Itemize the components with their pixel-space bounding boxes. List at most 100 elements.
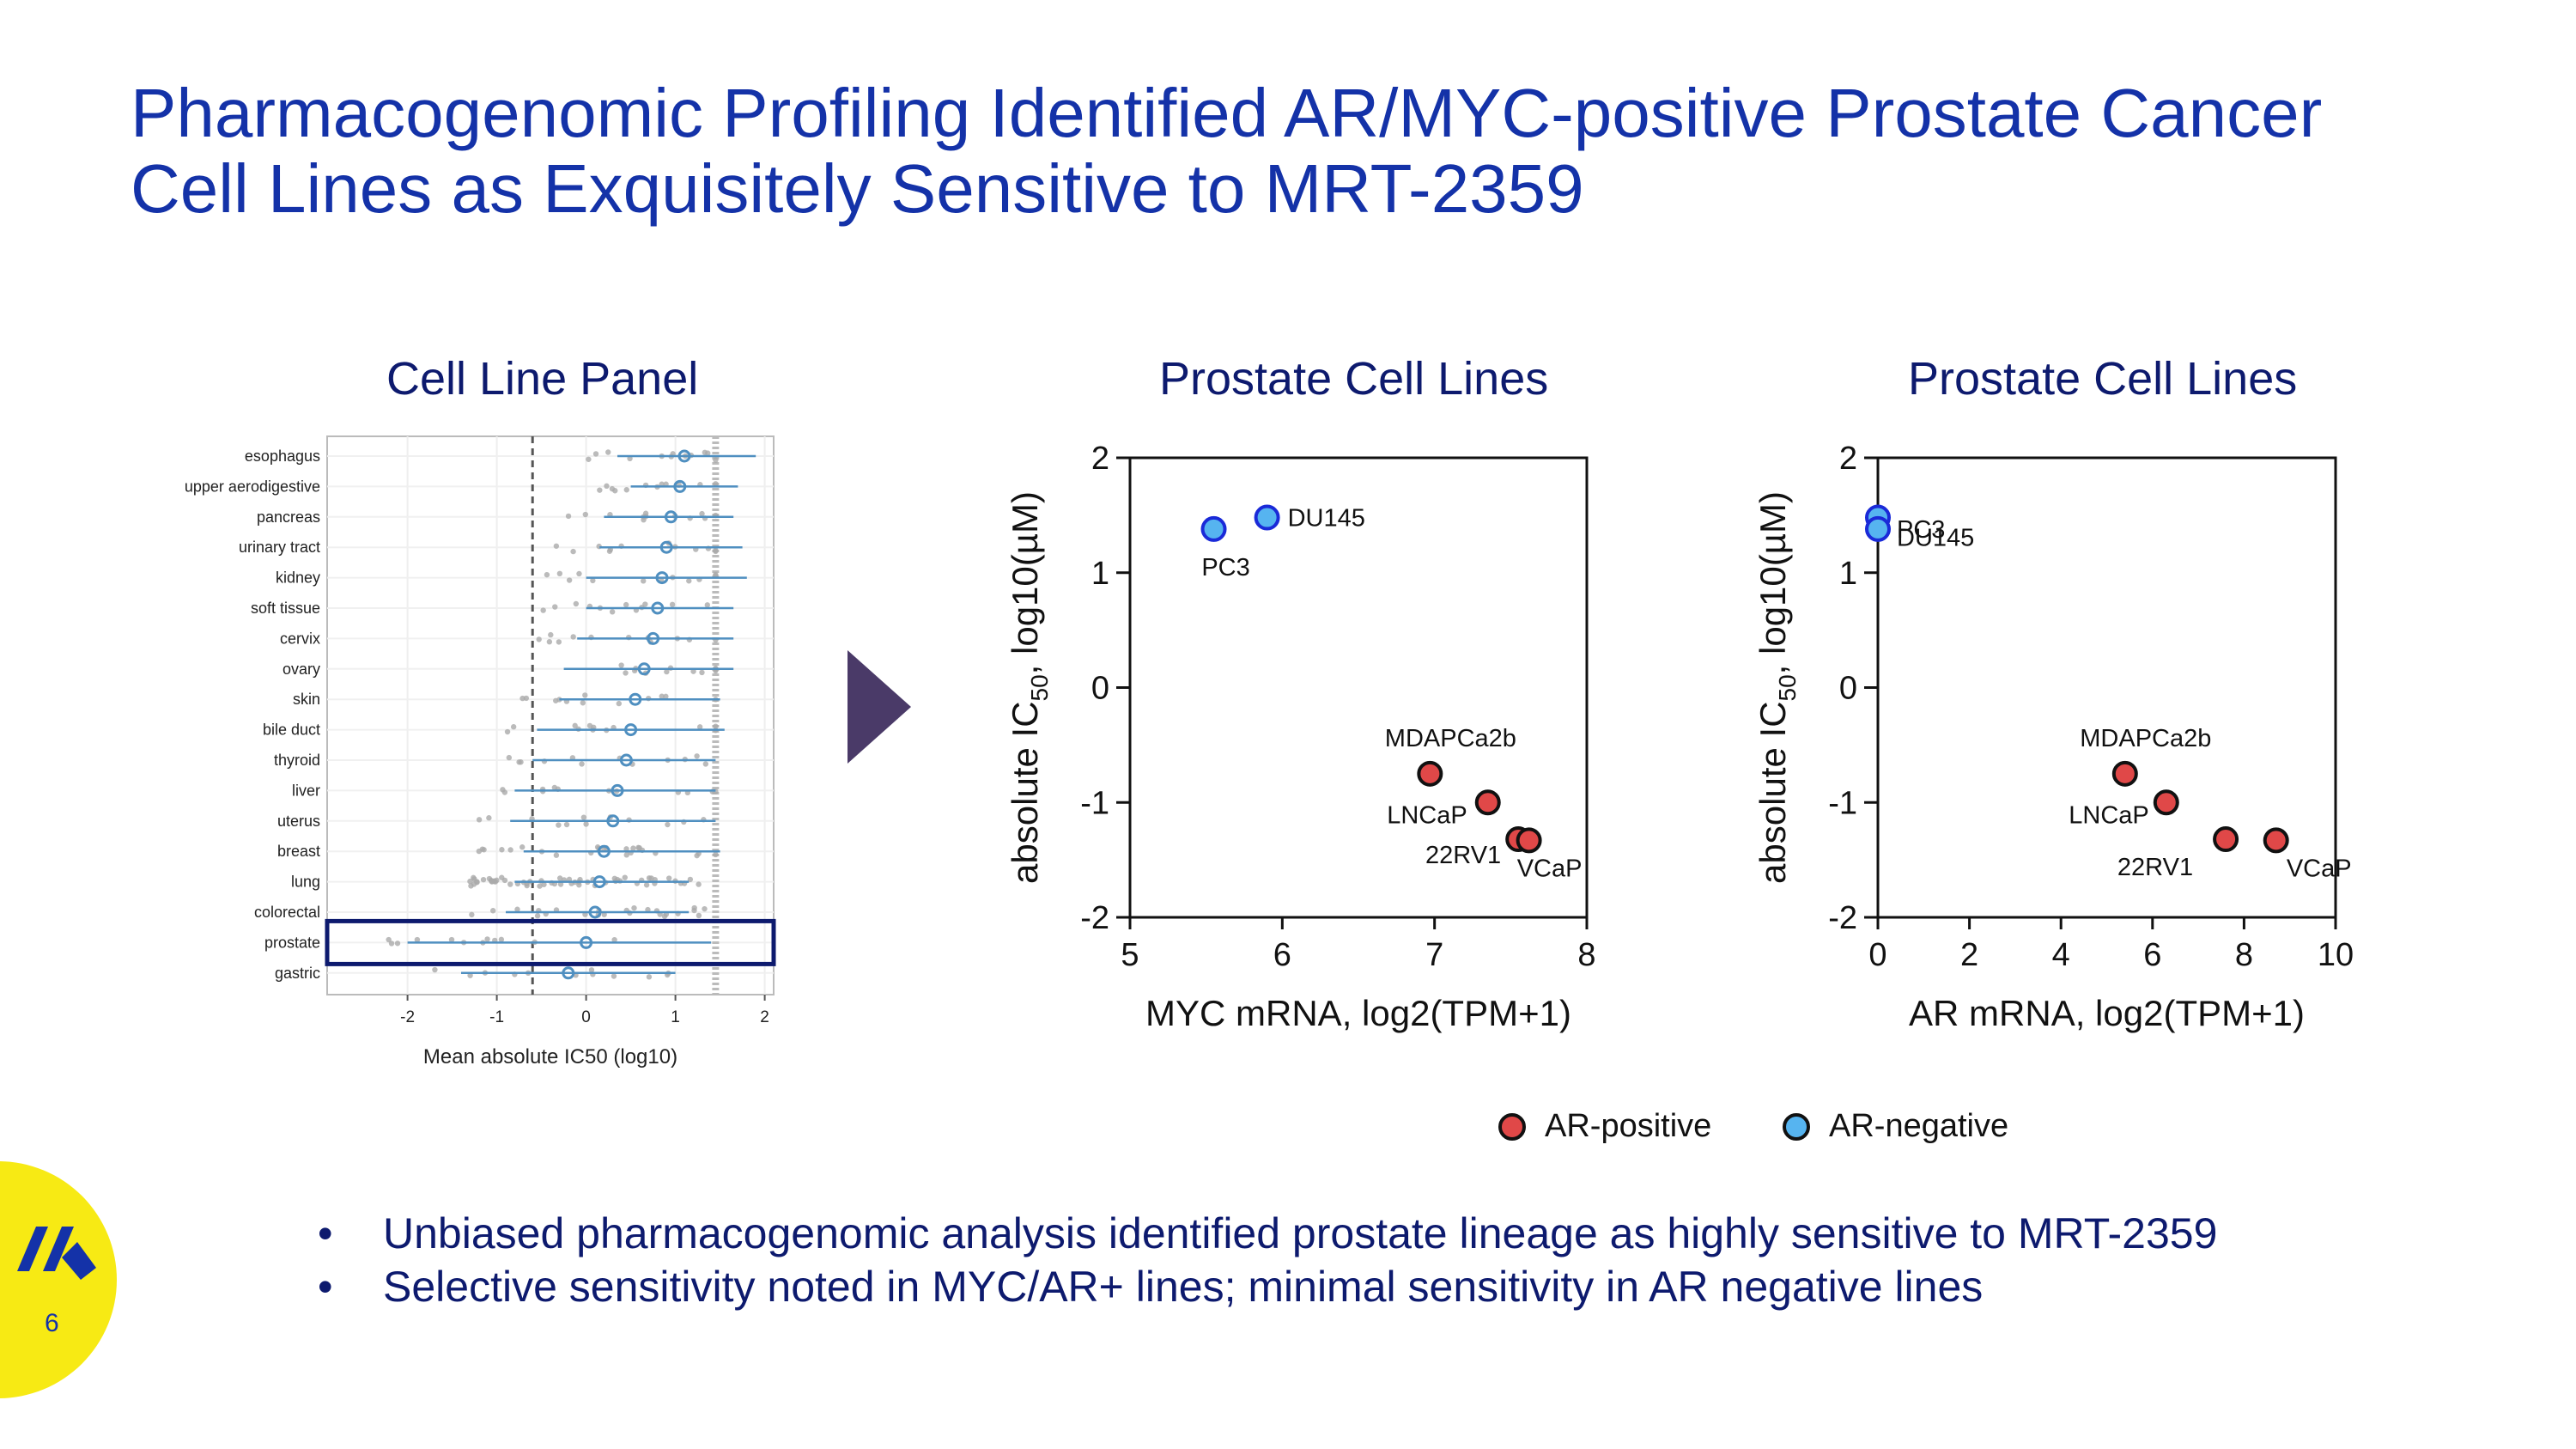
scatter-y-tick-label: 2	[1091, 441, 1109, 477]
forest-sample-dot	[563, 821, 570, 828]
forest-sample-points	[540, 600, 711, 615]
forest-sample-dot	[665, 875, 672, 881]
forest-sample-dot	[609, 609, 616, 615]
forest-sample-dot	[388, 941, 395, 947]
forest-sample-dot	[557, 881, 564, 887]
bullet-text: Unbiased pharmacogenomic analysis identi…	[383, 1209, 2218, 1257]
forest-sample-dot	[448, 936, 455, 943]
forest-sample-dot	[579, 761, 585, 767]
bullet-text: Selective sensitivity noted in MYC/AR+ l…	[383, 1263, 1984, 1311]
forest-category-label: ovary	[283, 661, 320, 678]
forest-mean-marker	[611, 783, 624, 797]
forest-sample-dot	[469, 911, 475, 918]
forest-sample-dot	[536, 636, 542, 642]
forest-category-label: gastric	[275, 965, 320, 982]
forest-sample-dot	[705, 450, 711, 456]
forest-sample-dot	[631, 904, 637, 911]
forest-category-label: upper aerodigestive	[185, 478, 320, 495]
forest-sample-dot	[622, 874, 628, 880]
forest-category-label: thyroid	[274, 752, 320, 769]
forest-sample-dot	[500, 787, 506, 793]
forest-category-label: skin	[293, 691, 320, 708]
legend-ar-negative: AR-negative	[1783, 1108, 2008, 1145]
forest-sample-dot	[556, 822, 562, 828]
scatter-x-axis-label: MYC mRNA, log2(TPM+1)	[1145, 993, 1571, 1033]
forest-sample-dot	[604, 483, 610, 490]
forest-sample-dot	[572, 722, 578, 729]
forest-sample-dot	[635, 844, 641, 851]
bullet-item: • Selective sensitivity noted in MYC/AR+…	[318, 1260, 2217, 1313]
forest-sample-dot	[474, 880, 480, 886]
scatter-x-tick-label: 10	[2318, 937, 2354, 973]
forest-mean-marker	[606, 814, 620, 828]
forest-sample-dot	[713, 481, 719, 487]
scatter-point-label: MDAPCa2b	[2080, 725, 2211, 752]
forest-sample-dot	[556, 570, 563, 577]
forest-sample-dot	[687, 876, 694, 883]
forest-sample-dot	[713, 547, 719, 554]
forest-sample-dot	[699, 510, 705, 517]
forest-category-label: colorectal	[254, 904, 320, 921]
forest-sample-dot	[623, 601, 629, 608]
forest-sample-dot	[556, 875, 563, 881]
forest-sample-dot	[665, 821, 671, 828]
arrow-right-icon	[848, 650, 911, 764]
slide-title: Pharmacogenomic Profiling Identified AR/…	[131, 76, 2322, 227]
forest-category-label: breast	[277, 843, 320, 860]
scatter-point-label: DU145	[1897, 525, 1974, 552]
forest-sample-dot	[467, 878, 473, 885]
forest-sample-dot	[691, 904, 697, 911]
forest-sample-dot	[663, 693, 669, 700]
forest-sample-dot	[544, 571, 550, 578]
forest-sample-dot	[471, 874, 477, 881]
forest-sample-dot	[484, 936, 490, 942]
forest-sample-dot	[616, 700, 622, 707]
forest-sample-dot	[553, 852, 560, 858]
forest-sample-dot	[583, 821, 589, 827]
forest-sample-dot	[582, 692, 588, 698]
scatter-point-label: PC3	[1897, 516, 1945, 544]
forest-highlight-box	[325, 918, 776, 966]
forest-mean-marker	[651, 601, 665, 615]
forest-mean-marker	[592, 875, 606, 889]
forest-sample-dot	[580, 700, 586, 706]
scatter-point-label: LNCaP	[2069, 801, 2149, 829]
forest-sample-dot	[540, 607, 546, 613]
forest-sample-dot	[479, 846, 486, 852]
scatter-point	[2213, 826, 2239, 853]
legend-ar-positive: AR-positive	[1498, 1108, 1711, 1145]
forest-sample-dot	[507, 881, 513, 887]
scatter-x-tick-label: 8	[2235, 937, 2253, 973]
forest-sample-dot	[556, 639, 562, 645]
forest-sample-dot	[586, 722, 593, 729]
forest-sample-dot	[611, 875, 617, 881]
scatter-x-tick-label: 5	[1121, 937, 1139, 973]
forest-sample-dot	[489, 879, 495, 885]
scatter-x-tick-label: 2	[1960, 937, 1978, 973]
scatter-x-tick-label: 8	[1577, 937, 1595, 973]
forest-category-label: prostate	[264, 934, 320, 951]
scatter-ar-title: Prostate Cell Lines	[1908, 353, 2298, 405]
bullet-item: • Unbiased pharmacogenomic analysis iden…	[318, 1207, 2217, 1260]
forest-sample-dot	[702, 905, 708, 912]
forest-sample-dot	[605, 449, 611, 455]
forest-sample-dot	[499, 874, 505, 880]
forest-sample-dot	[486, 815, 492, 821]
forest-sample-dot	[590, 577, 596, 584]
forest-sample-dot	[432, 966, 438, 973]
forest-category-label: urinary tract	[239, 539, 320, 556]
forest-sample-dot	[537, 883, 543, 889]
forest-sample-dot	[597, 487, 603, 493]
forest-sample-dot	[586, 456, 592, 462]
scatter-point	[1200, 515, 1227, 542]
forest-mean-marker	[647, 631, 660, 645]
forest-sample-dot	[713, 723, 719, 729]
forest-sample-dot	[386, 936, 392, 943]
forest-mean-marker	[629, 692, 642, 706]
scatter-point	[1865, 515, 1891, 542]
forest-sample-dot	[699, 669, 705, 676]
scatter-point	[2111, 760, 2138, 787]
forest-sample-dot	[694, 753, 700, 759]
